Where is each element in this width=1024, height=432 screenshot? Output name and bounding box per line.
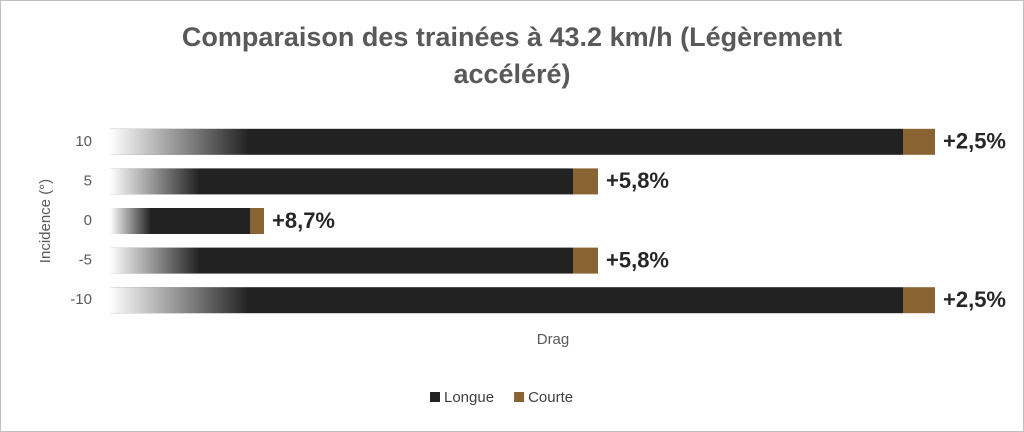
legend-label: Longue [444,389,494,406]
bar-segment [250,208,264,234]
bar-fade [110,247,200,274]
bar-segment [573,168,598,195]
y-tick-label: 0 [84,212,92,229]
bar-fade [110,128,249,155]
bar-fade [110,168,200,195]
bar-annotation: +8,7% [272,208,335,233]
bar-segment [573,247,598,274]
bar-annotation: +2,5% [943,129,1006,154]
y-tick-label: 5 [84,172,92,189]
bar-fade [110,287,249,314]
legend-label: Courte [528,389,573,406]
bar-segment [903,128,935,155]
bar-segment [903,287,935,314]
legend-swatch [514,392,525,402]
bar-annotation: +2,5% [943,287,1006,312]
y-tick-label: 10 [75,133,92,150]
y-tick-label: -10 [70,291,92,308]
bar-annotation: +5,8% [606,168,669,193]
chart-title: accéléré) [453,59,570,89]
x-axis-title: Drag [537,331,570,348]
y-axis-title: Incidence (°) [37,179,54,263]
chart-title: Comparaison des trainées à 43.2 km/h (Lé… [182,22,842,52]
y-tick-label: -5 [79,252,92,269]
bar-fade [110,208,151,234]
legend-swatch [430,392,440,402]
bar-annotation: +5,8% [606,247,669,272]
